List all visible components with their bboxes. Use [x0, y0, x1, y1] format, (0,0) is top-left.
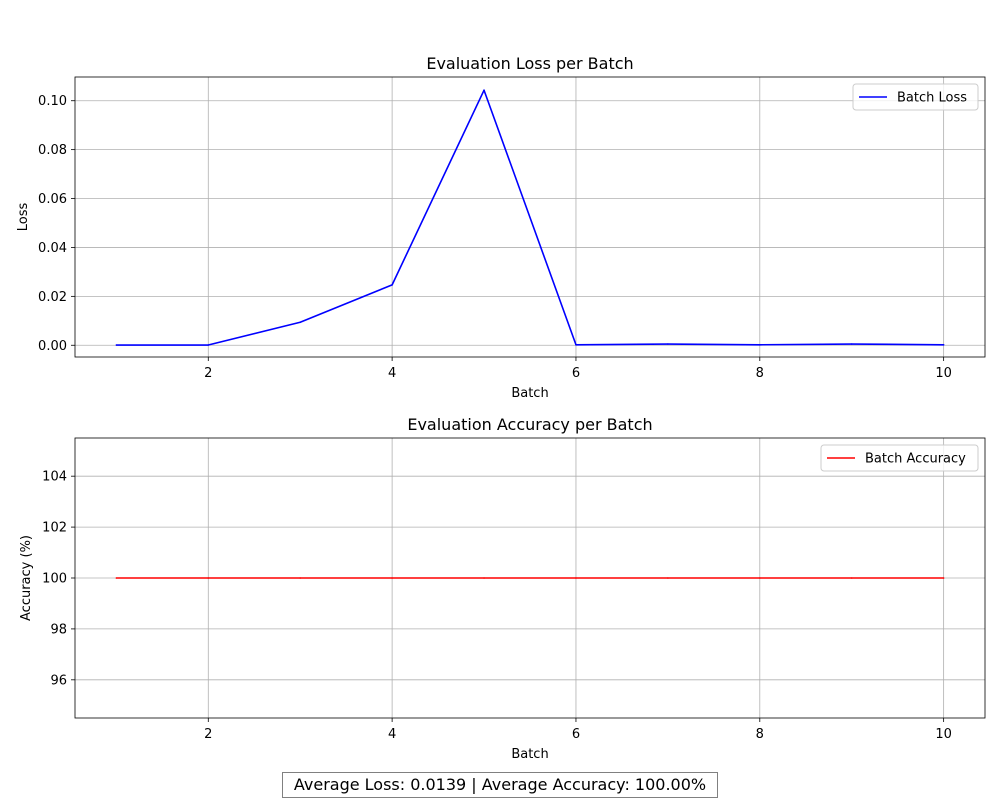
chart-panel-2: 2 4 6 8 10 96 98 100 102 104 Evaluation Accuracy p…: [19, 415, 986, 762]
data-point: [391, 284, 393, 286]
legend-label: Batch Accuracy: [865, 452, 966, 467]
y-tick-label: 98: [50, 622, 67, 637]
chart-title: Evaluation Accuracy per Batch: [407, 415, 652, 434]
data-point: [207, 344, 210, 346]
data-point: [850, 577, 853, 579]
x-axis-label: Batch: [511, 386, 548, 401]
series-line: [116, 89, 944, 346]
data-point: [758, 577, 761, 579]
x-tick-label: 8: [756, 366, 764, 381]
chart-panel-1: 2 4 6 8 10 0.00 0.02 0.04 0.06 0.08 0.10 Evaluation…: [16, 54, 986, 401]
summary-text: Average Loss: 0.0139 | Average Accuracy:…: [293, 775, 707, 794]
legend-box: [852, 83, 979, 111]
x-tick-label: 4: [388, 727, 396, 742]
data-point: [391, 577, 393, 579]
y-tick-label: 0.06: [38, 192, 67, 207]
data-point: [115, 577, 118, 579]
data-point: [115, 344, 118, 346]
y-tick-label: 96: [50, 673, 67, 688]
y-axis-label: Loss: [16, 203, 31, 232]
data-point: [667, 343, 669, 345]
data-point: [942, 343, 945, 346]
legend: Batch Loss: [852, 83, 979, 111]
x-tick-label: 2: [204, 727, 212, 742]
y-tick-label: 0.04: [38, 241, 67, 256]
y-tick-label: 100: [42, 572, 67, 587]
y-tick-label: 0.00: [38, 339, 67, 354]
x-axis-label: Batch: [511, 747, 548, 762]
data-point: [207, 577, 210, 579]
data-point: [299, 577, 302, 579]
summary-box: Average Loss: 0.0139 | Average Accuracy:…: [282, 772, 718, 798]
x-tick-label: 8: [756, 727, 764, 742]
data-point: [667, 577, 669, 579]
data-point: [758, 343, 761, 346]
x-tick-label: 2: [204, 366, 212, 381]
x-tick-label: 6: [572, 727, 580, 742]
y-tick-label: 0.08: [38, 143, 67, 158]
y-tick-label: 102: [42, 521, 67, 536]
axes-frame: [74, 76, 986, 358]
data-point: [942, 577, 945, 579]
y-tick-label: 0.10: [38, 94, 67, 109]
chart-title: Evaluation Loss per Batch: [426, 54, 633, 73]
legend-box: [820, 444, 979, 472]
y-tick-label: 104: [42, 470, 67, 485]
data-point: [299, 321, 302, 324]
data-point: [483, 89, 485, 92]
data-point: [575, 343, 577, 346]
y-axis-label: Accuracy (%): [19, 535, 34, 621]
x-tick-label: 10: [935, 727, 952, 742]
y-tick-label: 0.02: [38, 290, 67, 305]
legend-label: Batch Loss: [897, 91, 967, 106]
data-point: [483, 577, 485, 579]
x-tick-label: 6: [572, 366, 580, 381]
data-point: [850, 343, 853, 345]
x-tick-label: 10: [935, 366, 952, 381]
data-point: [575, 577, 577, 579]
legend: Batch Accuracy: [820, 444, 979, 472]
x-tick-label: 4: [388, 366, 396, 381]
